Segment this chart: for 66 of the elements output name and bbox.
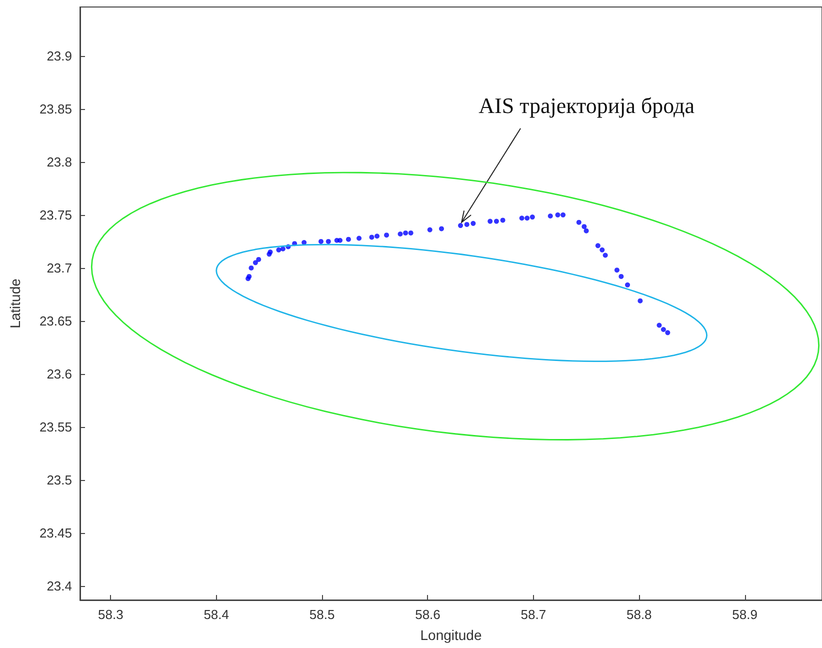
y-axis-title: Latitude <box>7 278 23 328</box>
point <box>356 236 362 241</box>
x-tick-label: 58.9 <box>732 607 758 622</box>
x-axis-title: Longitude <box>420 627 482 643</box>
y-tick-label: 23.7 <box>46 260 72 276</box>
point <box>560 212 566 218</box>
point <box>602 252 608 258</box>
point <box>326 238 331 244</box>
point <box>488 218 493 224</box>
point <box>660 326 666 332</box>
point <box>530 214 535 220</box>
point <box>438 226 444 232</box>
point <box>524 216 530 221</box>
y-tick-label: 23.6 <box>46 366 72 382</box>
point <box>256 256 262 262</box>
y-tick-label: 23.45 <box>39 526 72 541</box>
point <box>656 322 662 328</box>
point <box>318 238 324 244</box>
point <box>576 220 582 225</box>
x-tick-label: 58.7 <box>520 607 546 622</box>
point <box>548 213 553 218</box>
point <box>600 247 605 252</box>
x-tick-label: 58.5 <box>309 607 335 622</box>
point <box>369 234 374 240</box>
point <box>280 246 286 252</box>
y-tick-label: 23.4 <box>46 578 72 594</box>
point <box>519 216 524 221</box>
point <box>374 234 380 239</box>
point <box>638 298 643 304</box>
point <box>614 268 620 273</box>
y-tick-label: 23.65 <box>39 314 72 329</box>
point <box>555 212 560 218</box>
point <box>346 236 351 242</box>
point <box>470 220 476 226</box>
point <box>302 240 307 245</box>
point <box>384 232 390 238</box>
point <box>248 265 254 270</box>
point <box>625 282 630 288</box>
y-tick-label: 23.75 <box>39 207 72 222</box>
point <box>500 218 506 223</box>
point <box>458 223 464 228</box>
x-tick-label: 58.8 <box>626 607 652 622</box>
y-tick-label: 23.85 <box>39 101 72 116</box>
point <box>252 260 258 266</box>
point <box>494 218 499 224</box>
y-tick-label: 23.9 <box>46 48 72 64</box>
point <box>403 230 408 236</box>
annotation: AIS трајекторија брода <box>478 92 695 118</box>
point <box>408 230 414 236</box>
x-tick-label: 58.6 <box>415 607 440 622</box>
y-tick-label: 23.8 <box>46 154 72 170</box>
y-tick-label: 23.55 <box>39 420 72 435</box>
point <box>665 330 670 336</box>
x-tick-label: 58.3 <box>98 607 124 622</box>
point <box>582 224 587 230</box>
point <box>618 274 624 279</box>
x-tick-label: 58.4 <box>204 607 230 622</box>
point <box>338 238 343 243</box>
point <box>398 232 403 237</box>
point <box>584 228 589 234</box>
point <box>595 243 600 248</box>
point <box>464 222 470 227</box>
point <box>246 274 252 279</box>
point <box>276 247 282 252</box>
y-tick-label: 23.5 <box>46 472 72 488</box>
point <box>427 227 432 232</box>
